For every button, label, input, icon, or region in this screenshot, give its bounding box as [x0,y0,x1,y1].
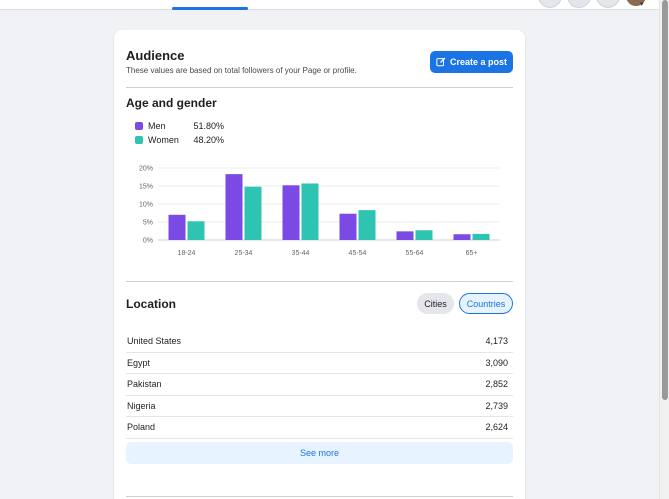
legend-swatch-women [135,136,143,144]
age-gender-bar-chart: 20% 15% 10% 5% 0% 18-24 25-34 35-44 45-54 55-64 65… [139,166,500,257]
table-row: United States 4,173 [126,331,513,353]
age-gender-title: Age and gender [126,96,217,110]
y-tick-label: 15% [139,184,153,191]
x-tick-label: 55-64 [406,250,424,257]
country-name: United States [127,336,182,347]
country-count: 2,739 [485,400,508,411]
country-count: 2,624 [485,422,508,433]
x-tick-label: 25-34 [235,250,253,257]
x-tick-label: 65+ [466,250,478,257]
table-row: Pakistan 2,852 [126,374,513,396]
bar-women-65+[interactable] [472,233,490,240]
countries-toggle[interactable]: Countries [459,293,513,314]
y-tick-label: 20% [139,166,153,173]
country-name: Egypt [127,357,151,368]
bar-women-25-34[interactable] [244,186,262,240]
legend-value: 48.20% [193,135,224,145]
location-title: Location [126,297,176,311]
audience-subtitle: These values are based on total follower… [126,66,357,75]
country-name: Pakistan [127,379,162,390]
divider [126,281,513,282]
legend-item-men: Men 51.80% [135,119,224,133]
y-tick-label: 0% [143,238,153,245]
notifications-button[interactable] [596,0,620,8]
bar-women-45-54[interactable] [358,210,376,240]
bar-men-18-24[interactable] [168,214,186,240]
scrollbar-thumb[interactable] [662,0,668,400]
table-row: Nigeria 2,739 [126,396,513,417]
bar-women-55-64[interactable] [415,230,433,240]
avatar[interactable] [626,0,646,6]
legend-item-women: Women 48.20% [135,133,224,147]
location-table: United States 4,173 Egypt 3,090 Pakistan… [126,331,513,439]
messenger-button[interactable] [567,0,591,8]
audience-title: Audience [126,48,185,63]
create-post-label: Create a post [449,57,508,67]
see-more-button[interactable]: See more [126,442,513,464]
country-name: Nigeria [127,400,156,411]
table-row: Poland 2,624 [126,417,513,439]
bar-women-35-44[interactable] [301,183,319,240]
country-name: Poland [127,422,156,433]
legend-value: 51.80% [193,121,224,131]
table-row: Egypt 3,090 [126,353,513,374]
menu-button[interactable] [538,0,562,8]
edit-icon [436,57,446,67]
legend-name: Women [148,135,179,145]
country-count: 4,173 [485,336,508,347]
bar-men-45-54[interactable] [339,213,357,240]
audience-card: Audience These values are based on total… [114,30,525,499]
legend-swatch-men [135,122,143,130]
create-post-button[interactable]: Create a post [430,51,513,73]
bar-women-18-24[interactable] [187,221,205,240]
bar-men-55-64[interactable] [396,231,414,240]
cities-toggle[interactable]: Cities [417,293,454,314]
divider [126,87,513,88]
country-count: 2,852 [485,379,508,390]
bar-men-35-44[interactable] [282,185,300,240]
bar-men-25-34[interactable] [225,174,243,240]
y-tick-label: 5% [143,220,153,227]
x-tick-label: 35-44 [292,250,310,257]
top-navigation-bar: ▾ [0,0,659,10]
chart-legend: Men 51.80% Women 48.20% [135,119,224,147]
x-tick-label: 18-24 [178,250,196,257]
divider [126,496,513,497]
x-tick-label: 45-54 [349,250,367,257]
chevron-down-icon[interactable]: ▾ [640,1,644,8]
active-tab-indicator[interactable] [172,7,248,10]
country-count: 3,090 [485,357,508,368]
scrollbar[interactable] [659,0,669,499]
bar-men-65+[interactable] [453,234,471,240]
y-tick-label: 10% [139,202,153,209]
legend-name: Men [148,121,166,131]
